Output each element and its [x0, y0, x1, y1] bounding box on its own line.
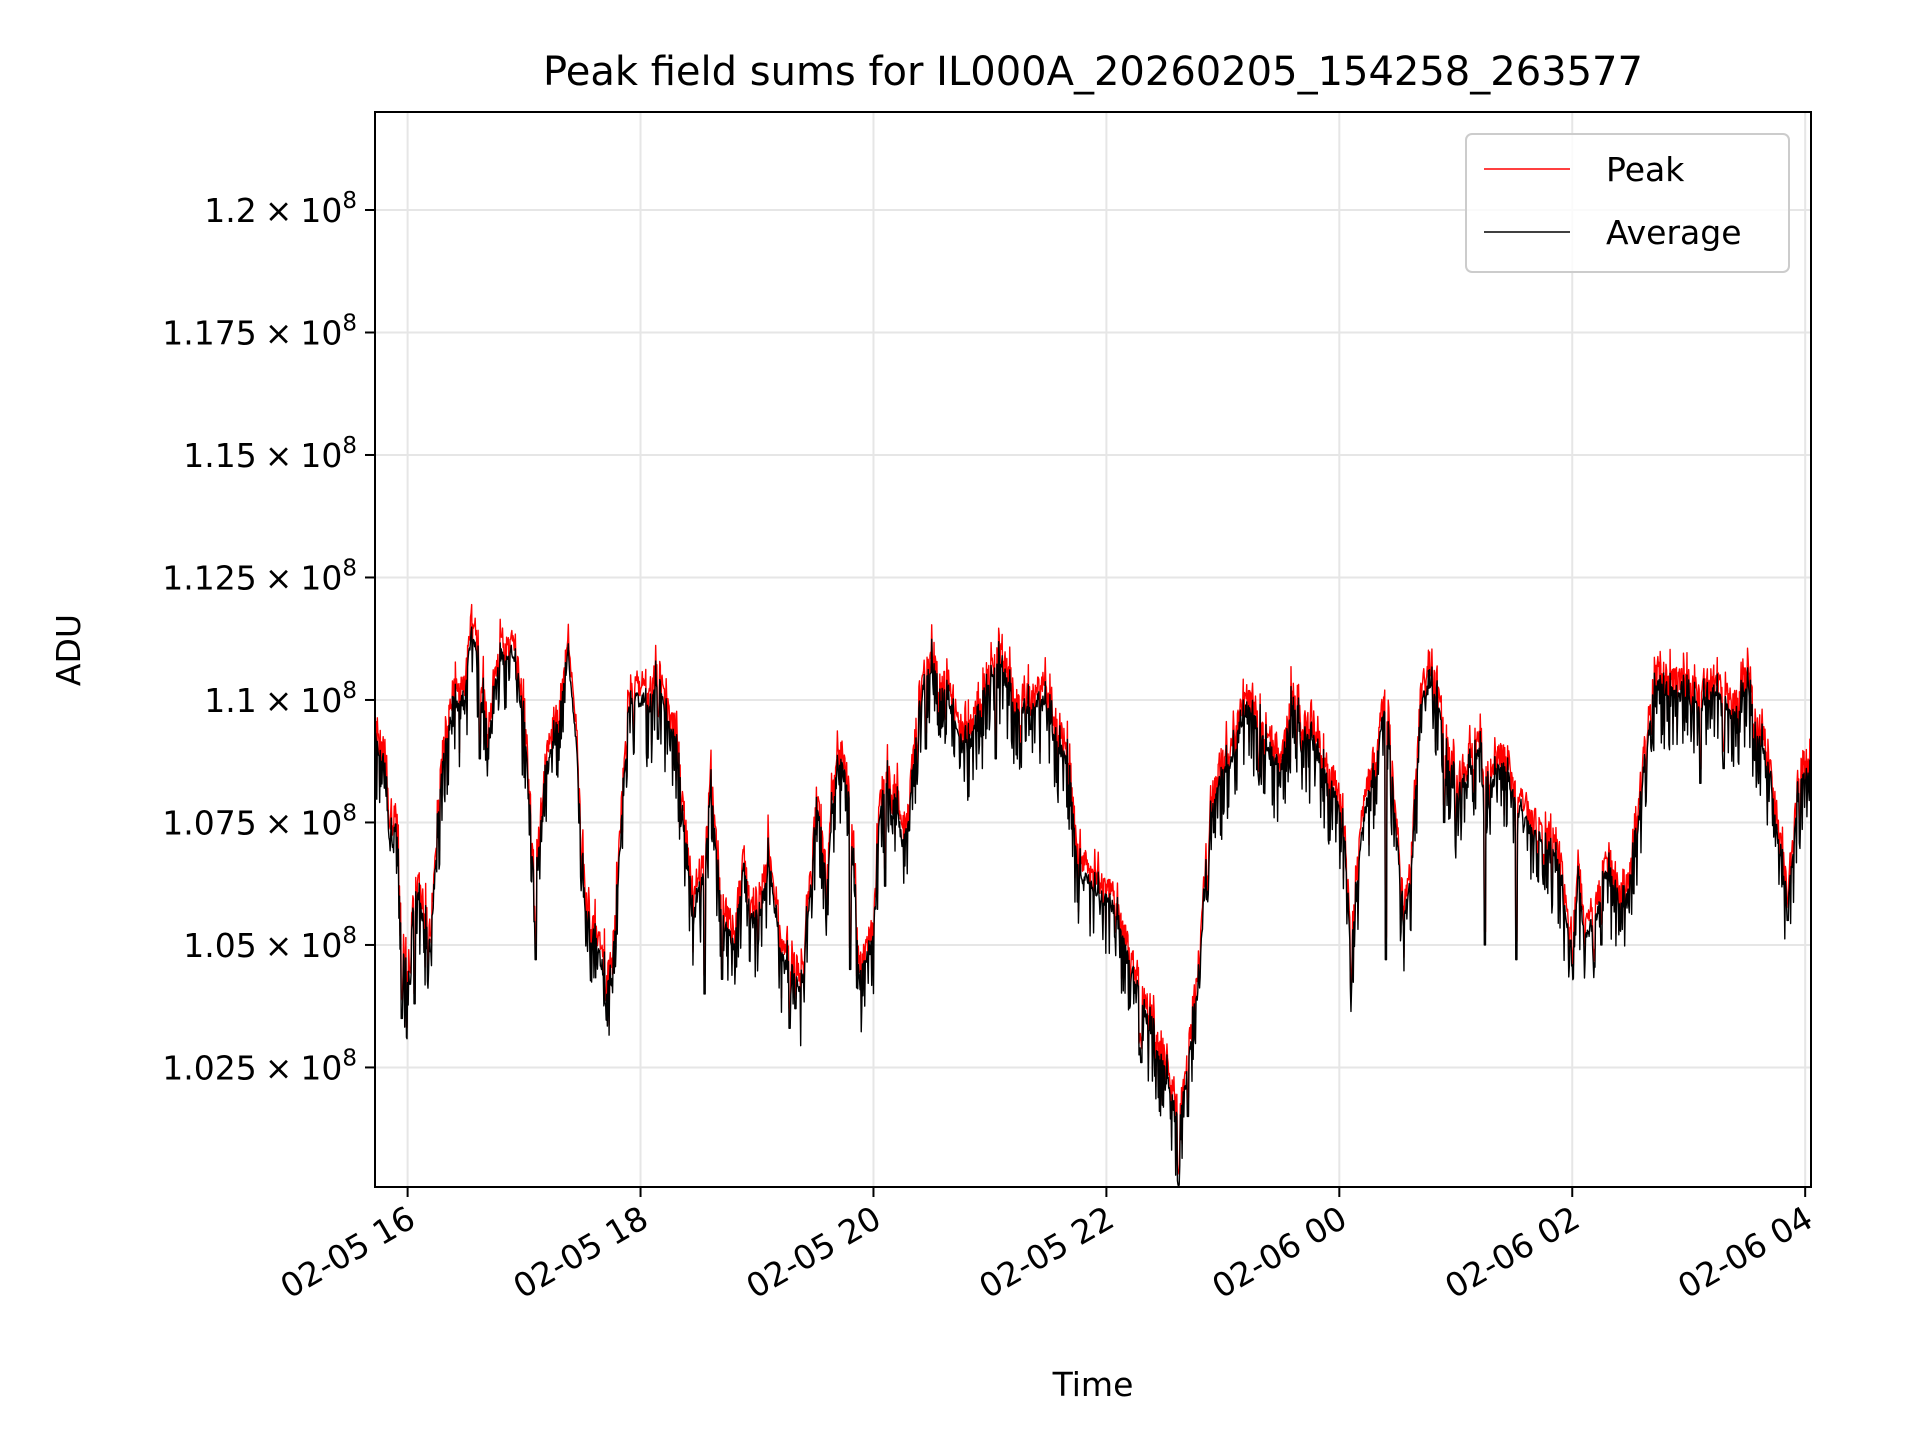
y-tick-exponent: 8: [342, 555, 357, 581]
y-tick-exponent: 8: [342, 310, 357, 336]
legend: Peak Average: [1465, 133, 1790, 273]
y-tick-label: 1.05 × 108: [183, 923, 357, 965]
y-tick-exponent: 8: [342, 923, 357, 949]
y-tick-base: 10: [300, 313, 342, 352]
plot-frame: [374, 111, 1812, 1188]
y-tick-mantissa: 1.125: [162, 558, 256, 597]
y-tick-mantissa: 1.15: [183, 436, 256, 475]
y-tick-label: 1.2 × 108: [204, 188, 357, 230]
y-tick-base: 10: [300, 803, 342, 842]
y-tick-base: 10: [300, 436, 342, 475]
y-tick-base: 10: [300, 191, 342, 230]
y-tick-mantissa: 1.175: [162, 313, 256, 352]
x-axis-label: Time: [1052, 1365, 1134, 1404]
y-tick-mantissa: 1.075: [162, 803, 256, 842]
y-tick-base: 10: [300, 926, 342, 965]
y-tick-label: 1.075 × 108: [162, 800, 357, 842]
y-tick-times: ×: [265, 681, 293, 720]
y-tick-exponent: 8: [342, 1045, 357, 1071]
y-tick-label: 1.1 × 108: [204, 678, 357, 720]
y-tick-times: ×: [265, 926, 293, 965]
y-tick-mantissa: 1.025: [162, 1048, 256, 1087]
legend-label-average: Average: [1606, 213, 1742, 252]
y-tick-exponent: 8: [342, 800, 357, 826]
series-line-peak: [375, 603, 1811, 1175]
y-tick-label: 1.175 × 108: [162, 310, 357, 352]
y-tick-times: ×: [265, 436, 293, 475]
y-tick-base: 10: [300, 1048, 342, 1087]
y-tick-exponent: 8: [342, 188, 357, 214]
y-tick-times: ×: [265, 313, 293, 352]
y-tick-label: 1.125 × 108: [162, 555, 357, 597]
y-tick-base: 10: [300, 558, 342, 597]
y-axis-label: ADU: [49, 614, 88, 686]
legend-label-peak: Peak: [1606, 150, 1685, 189]
y-tick-times: ×: [265, 558, 293, 597]
y-tick-exponent: 8: [342, 433, 357, 459]
plot-background: [375, 112, 1811, 1187]
y-tick-mantissa: 1.05: [183, 926, 256, 965]
series-group: [375, 603, 1811, 1187]
y-tick-exponent: 8: [342, 678, 357, 704]
y-tick-base: 10: [300, 681, 342, 720]
y-tick-label: 1.025 × 108: [162, 1045, 357, 1087]
chart-title: Peak field sums for IL000A_20260205_1542…: [543, 49, 1643, 95]
y-tick-mantissa: 1.2: [204, 191, 256, 230]
y-tick-label: 1.15 × 108: [183, 433, 357, 475]
y-tick-mantissa: 1.1: [204, 681, 256, 720]
y-tick-times: ×: [265, 1048, 293, 1087]
y-tick-times: ×: [265, 191, 293, 230]
series-line-average: [375, 626, 1811, 1187]
y-tick-times: ×: [265, 803, 293, 842]
